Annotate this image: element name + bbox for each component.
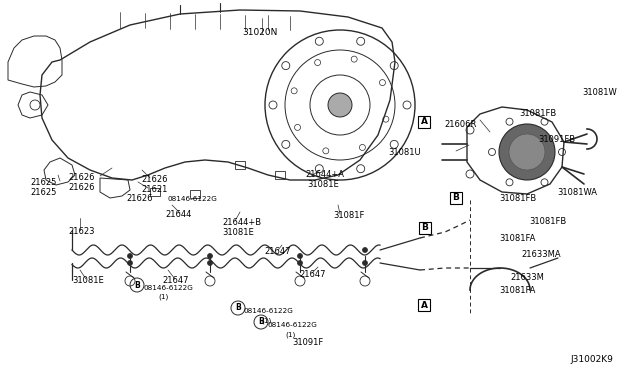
Text: 21626: 21626 xyxy=(126,194,152,203)
Text: 31081F: 31081F xyxy=(333,211,364,220)
FancyBboxPatch shape xyxy=(419,222,431,234)
Circle shape xyxy=(362,260,367,266)
Text: 21606R: 21606R xyxy=(444,120,476,129)
Text: 31081E: 31081E xyxy=(307,180,339,189)
Text: 21647: 21647 xyxy=(162,276,189,285)
Text: 31020N: 31020N xyxy=(242,28,277,37)
Circle shape xyxy=(298,260,303,266)
Text: 08146-6122G: 08146-6122G xyxy=(244,308,294,314)
Text: 21623: 21623 xyxy=(68,227,95,236)
Text: 31081W: 31081W xyxy=(582,88,617,97)
Text: B: B xyxy=(422,224,428,232)
Text: 31081FB: 31081FB xyxy=(519,109,556,118)
Text: 31081FA: 31081FA xyxy=(499,286,536,295)
Text: 31081FB: 31081FB xyxy=(529,217,566,226)
Text: A: A xyxy=(420,118,428,126)
Text: 21626: 21626 xyxy=(68,173,95,182)
Text: 21626: 21626 xyxy=(141,175,168,184)
Text: J31002K9: J31002K9 xyxy=(570,355,613,364)
Circle shape xyxy=(127,253,132,259)
Text: B: B xyxy=(258,317,264,327)
Text: B: B xyxy=(235,304,241,312)
Circle shape xyxy=(328,93,352,117)
Text: 31081E: 31081E xyxy=(72,276,104,285)
Text: B: B xyxy=(134,280,140,289)
Text: 21647: 21647 xyxy=(299,270,326,279)
Text: 08146-6122G: 08146-6122G xyxy=(143,285,193,291)
Text: 21647: 21647 xyxy=(264,247,291,256)
Text: (1): (1) xyxy=(158,294,168,301)
Text: 31091F: 31091F xyxy=(292,338,323,347)
Text: 21621: 21621 xyxy=(141,185,168,194)
Circle shape xyxy=(509,134,545,170)
Text: (1): (1) xyxy=(285,331,295,337)
Circle shape xyxy=(207,253,212,259)
Text: 21633M: 21633M xyxy=(510,273,544,282)
Text: 08146-6122G: 08146-6122G xyxy=(268,322,318,328)
Text: 21644+B: 21644+B xyxy=(222,218,261,227)
Text: 21633MA: 21633MA xyxy=(521,250,561,259)
Text: 21625: 21625 xyxy=(30,178,56,187)
Text: 21644+A: 21644+A xyxy=(305,170,344,179)
Text: A: A xyxy=(420,301,428,310)
Text: 21625: 21625 xyxy=(30,188,56,197)
Text: 21644: 21644 xyxy=(165,210,191,219)
Text: 21626: 21626 xyxy=(68,183,95,192)
FancyBboxPatch shape xyxy=(418,299,430,311)
Text: 31081E: 31081E xyxy=(222,228,253,237)
Text: (1): (1) xyxy=(261,317,271,324)
Text: 31081FA: 31081FA xyxy=(499,234,536,243)
Text: 31081FB: 31081FB xyxy=(499,194,536,203)
Text: 31081U: 31081U xyxy=(388,148,420,157)
Circle shape xyxy=(127,260,132,266)
Text: 31081WA: 31081WA xyxy=(557,188,597,197)
Circle shape xyxy=(207,260,212,266)
FancyBboxPatch shape xyxy=(450,192,462,204)
Text: 08146-6122G: 08146-6122G xyxy=(168,196,218,202)
Circle shape xyxy=(298,253,303,259)
FancyBboxPatch shape xyxy=(418,116,430,128)
Circle shape xyxy=(362,247,367,253)
Text: B: B xyxy=(452,193,460,202)
Text: 31091FB: 31091FB xyxy=(538,135,575,144)
Circle shape xyxy=(499,124,555,180)
